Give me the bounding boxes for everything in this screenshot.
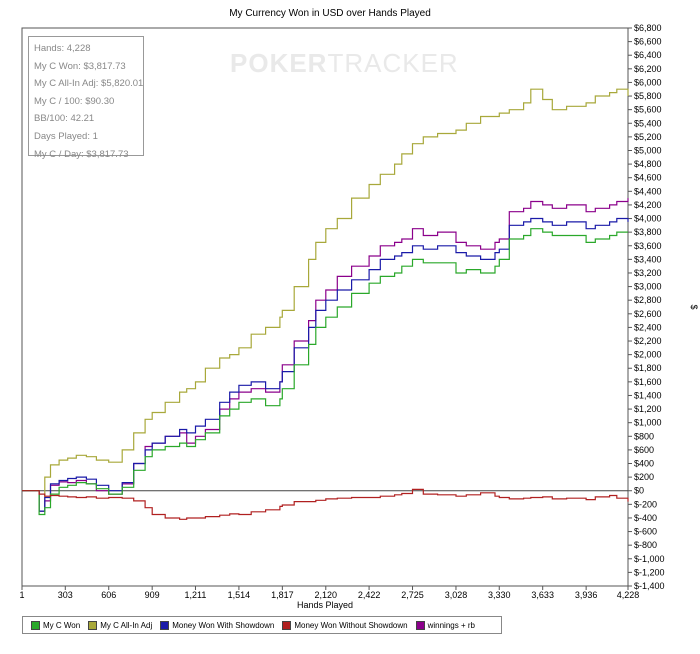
y-tick-label: $800 (634, 431, 654, 441)
y-axis-title: $ (689, 304, 699, 309)
y-tick-label: $1,400 (634, 390, 662, 400)
x-tick-label: 1,211 (185, 590, 207, 600)
y-tick-label: $5,000 (634, 145, 662, 155)
stat-days-played: Days Played: 1 (34, 130, 98, 142)
legend-item[interactable]: My C All-In Adj (88, 620, 153, 630)
legend-item[interactable]: Money Won Without Showdown (282, 620, 408, 630)
y-tick-label: $2,800 (634, 295, 662, 305)
y-tick-label: $4,600 (634, 173, 662, 183)
y-tick-label: $5,800 (634, 91, 662, 101)
y-tick-label: $2,000 (634, 350, 662, 360)
y-tick-label: $-200 (634, 499, 657, 509)
legend-label: My C All-In Adj (100, 620, 153, 630)
y-tick-label: $5,400 (634, 118, 662, 128)
x-tick-label: 1,817 (271, 590, 294, 600)
x-tick-label: 2,725 (401, 590, 424, 600)
x-tick-label: 606 (101, 590, 116, 600)
stats-box: Hands: 4,228 My C Won: $3,817.73 My C Al… (28, 36, 144, 160)
y-tick-label: $200 (634, 472, 654, 482)
y-tick-label: $2,600 (634, 309, 662, 319)
legend-swatch (160, 620, 170, 630)
x-tick-label: 1,514 (228, 590, 251, 600)
y-tick-label: $4,000 (634, 214, 662, 224)
y-tick-label: $6,000 (634, 77, 662, 87)
stat-won: My C Won: $3,817.73 (34, 60, 126, 72)
stat-bb-100: BB/100: 42.21 (34, 113, 95, 125)
series-line (22, 488, 629, 520)
y-tick-label: $3,200 (634, 268, 662, 278)
legend-item[interactable]: My C Won (31, 620, 81, 630)
y-tick-label: $6,200 (634, 64, 662, 74)
y-tick-label: $6,400 (634, 50, 662, 60)
y-tick-label: $-800 (634, 540, 657, 550)
y-tick-label: $400 (634, 459, 654, 469)
stat-per-100: My C / 100: $90.30 (34, 95, 115, 107)
y-axis: $-1,400 $-1,200 $-1,000 $-800 $-600 $-400 $-20… (628, 23, 699, 591)
x-tick-label: 4,228 (617, 590, 640, 600)
x-tick-label: 3,936 (575, 590, 598, 600)
y-tick-label: $4,200 (634, 200, 662, 210)
x-tick-label: 1 (19, 590, 24, 600)
x-tick-label: 2,422 (358, 590, 381, 600)
series-line (22, 228, 628, 516)
legend-item[interactable]: Money Won With Showdown (160, 620, 275, 630)
y-tick-label: $6,600 (634, 37, 662, 47)
y-tick-label: $4,400 (634, 186, 662, 196)
y-tick-label: $3,600 (634, 241, 662, 251)
chart-title: My Currency Won in USD over Hands Played (229, 8, 431, 19)
x-tick-label: 3,330 (488, 590, 511, 600)
legend-item[interactable]: winnings + rb (415, 620, 475, 630)
legend-label: Money Won Without Showdown (294, 620, 408, 630)
y-tick-label: $5,600 (634, 105, 662, 115)
y-tick-label: $2,200 (634, 336, 662, 346)
y-tick-label: $-1,200 (634, 567, 665, 577)
x-axis: 1 303 606 909 1,211 1,514 1,817 2,120 2,422 2,725… (19, 586, 639, 610)
watermark-thin: TRACKER (327, 48, 459, 78)
watermark-bold: POKER (230, 48, 328, 78)
y-tick-label: $-1,400 (634, 581, 665, 591)
y-tick-label: $2,400 (634, 322, 662, 332)
x-tick-label: 2,120 (315, 590, 338, 600)
y-tick-label: $4,800 (634, 159, 662, 169)
y-tick-label: $1,800 (634, 363, 662, 373)
series-lines (22, 88, 629, 520)
y-tick-label: $3,800 (634, 227, 662, 237)
stat-allin-adj: My C All-In Adj: $5,820.01 (34, 78, 144, 90)
y-tick-label: $600 (634, 445, 654, 455)
pokertracker-watermark: POKERTRACKER (230, 48, 459, 79)
legend-label: Money Won With Showdown (172, 620, 275, 630)
x-tick-label: 3,028 (445, 590, 468, 600)
y-tick-label: $-1,000 (634, 554, 665, 564)
y-tick-label: $1,000 (634, 418, 662, 428)
x-tick-label: 303 (58, 590, 73, 600)
y-tick-label: $1,600 (634, 377, 662, 387)
y-tick-label: $-600 (634, 527, 657, 537)
x-tick-label: 909 (145, 590, 160, 600)
y-tick-label: $5,200 (634, 132, 662, 142)
y-tick-label: $0 (634, 486, 644, 496)
x-axis-title: Hands Played (297, 600, 353, 610)
legend: My C Won My C All-In Adj Money Won With … (22, 616, 502, 634)
series-line (22, 88, 629, 512)
legend-label: winnings + rb (427, 620, 475, 630)
legend-swatch (282, 620, 292, 630)
y-tick-label: $1,200 (634, 404, 662, 414)
y-tick-label: $3,000 (634, 282, 662, 292)
y-tick-label: $-400 (634, 513, 657, 523)
stat-per-day: My C / Day: $3,817.73 (34, 148, 129, 160)
legend-swatch (88, 620, 98, 630)
legend-swatch (415, 620, 425, 630)
x-tick-label: 3,633 (531, 590, 554, 600)
legend-swatch (31, 620, 40, 630)
y-tick-label: $3,400 (634, 254, 662, 264)
legend-label: My C Won (43, 620, 81, 630)
y-tick-label: $6,800 (634, 23, 662, 33)
stat-hands: Hands: 4,228 (34, 43, 91, 54)
